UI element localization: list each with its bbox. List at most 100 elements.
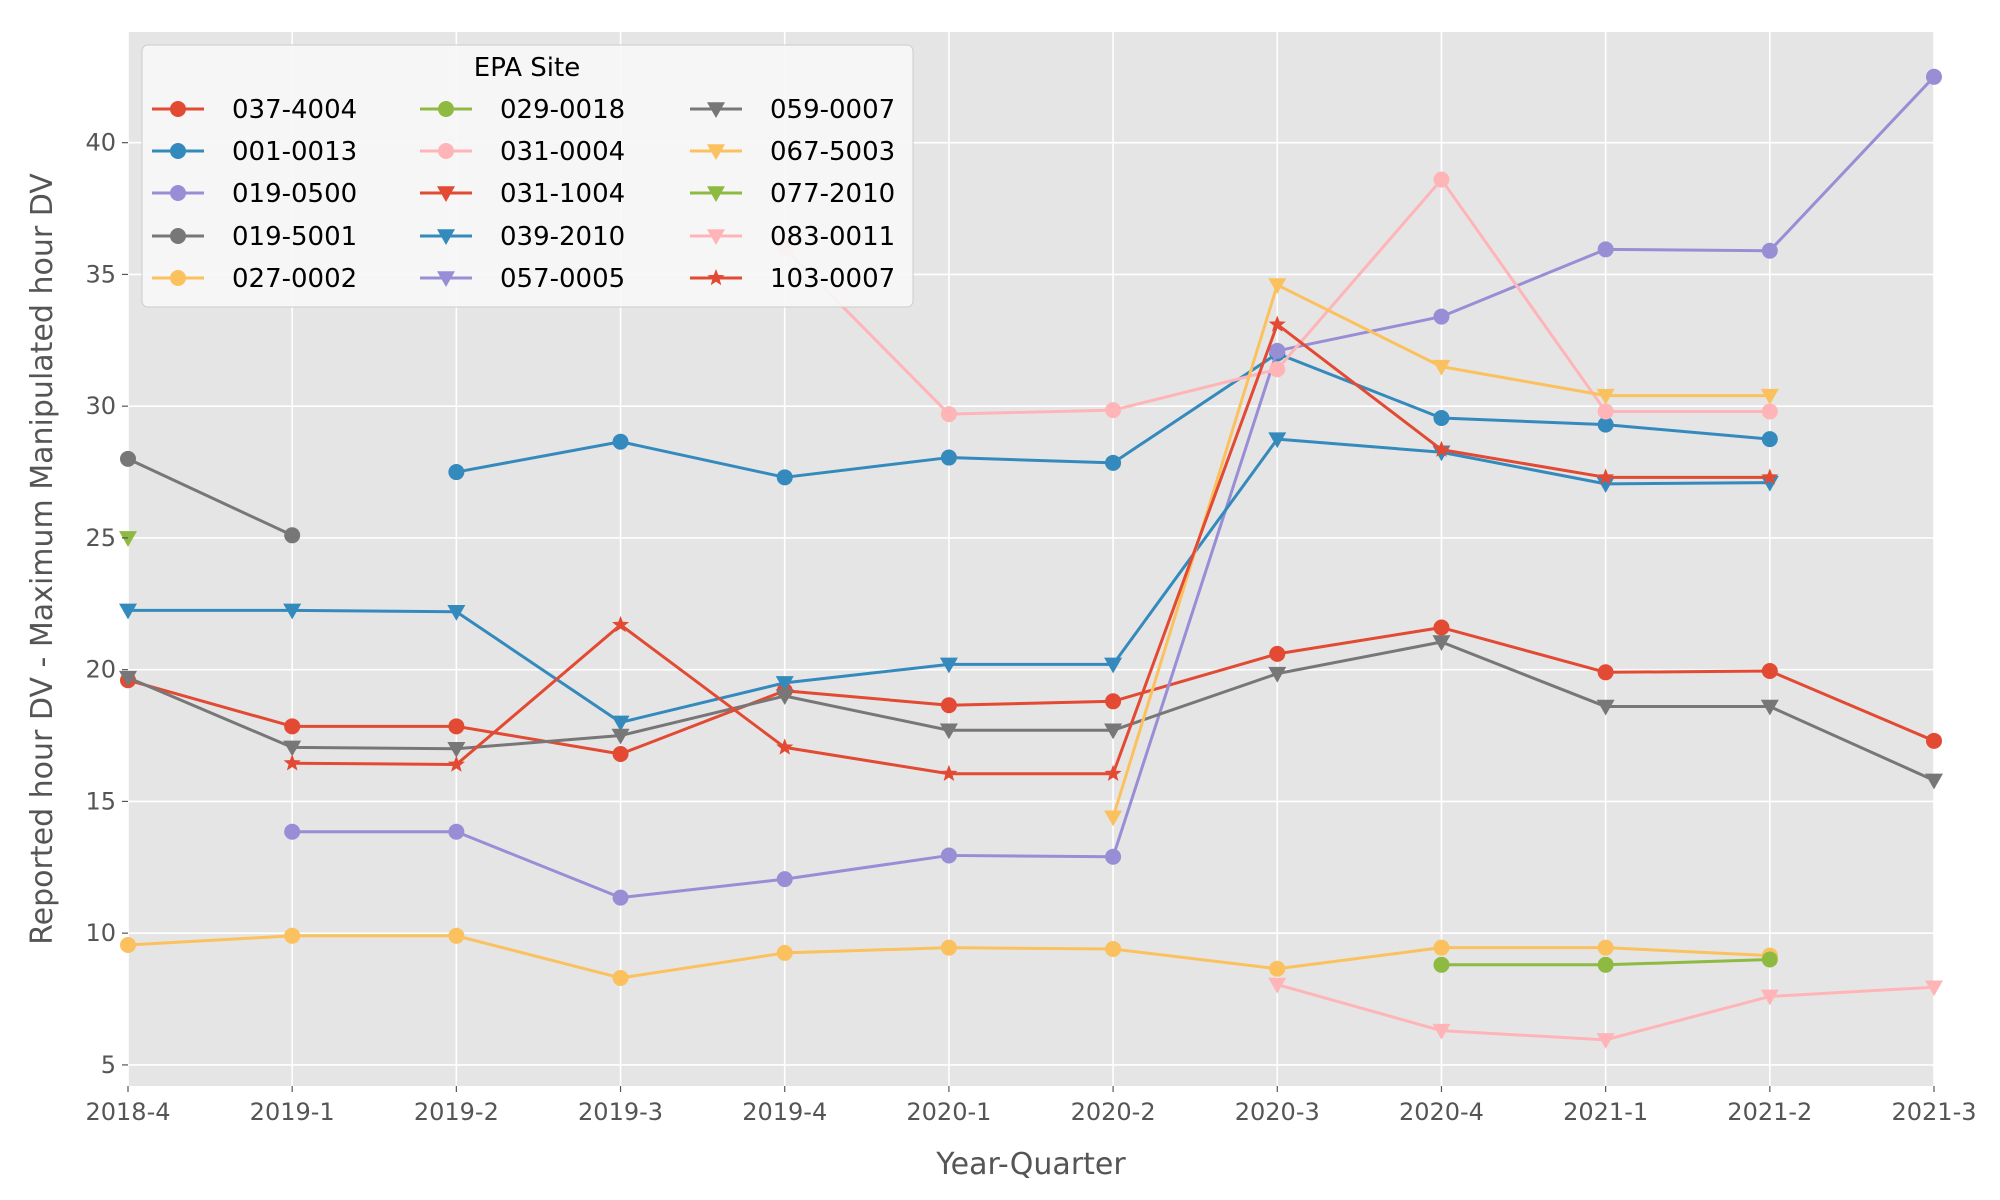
legend-label: 037-4004 (232, 95, 357, 125)
x-tick-label: 2021-3 (1891, 1098, 1976, 1126)
data-point (1269, 645, 1286, 662)
series-067-5003 (1104, 278, 1779, 827)
data-point (1596, 477, 1615, 493)
data-point (1433, 939, 1450, 956)
data-point (612, 433, 629, 450)
y-tick-label: 30 (85, 392, 116, 420)
series-001-0013 (448, 345, 1778, 486)
data-point (1105, 848, 1122, 865)
data-point (448, 927, 465, 944)
y-axis-label: Reported hour DV - Maximum Manipulated h… (25, 173, 60, 945)
x-tick-label: 2020-4 (1399, 1098, 1484, 1126)
data-point (612, 889, 629, 906)
series-line (126, 626, 1936, 756)
data-point (284, 527, 301, 544)
data-point (1925, 773, 1943, 790)
legend-label: 103-0007 (770, 264, 895, 294)
legend-item: 031-0004 (420, 137, 625, 167)
x-tick-label: 2019-2 (414, 1098, 499, 1126)
data-point (1596, 388, 1615, 405)
series-line (126, 640, 1936, 782)
data-point (1597, 403, 1614, 420)
data-point (612, 745, 629, 762)
legend-marker (437, 229, 455, 245)
legend-marker (437, 271, 455, 287)
legend-marker (437, 186, 455, 202)
data-point (1925, 980, 1943, 997)
data-point (1269, 960, 1286, 977)
data-point (1597, 939, 1614, 956)
x-tick-label: 2020-2 (1071, 1098, 1156, 1126)
series-line (126, 457, 294, 537)
legend-marker (170, 101, 186, 117)
data-point (119, 670, 137, 687)
legend-marker (438, 101, 454, 117)
data-point (940, 847, 957, 864)
data-point (940, 449, 957, 466)
x-axis-label: Year-Quarter (935, 1147, 1126, 1182)
data-point (940, 939, 957, 956)
data-point (940, 697, 957, 714)
data-point (940, 406, 957, 423)
legend-label: 059-0007 (770, 95, 895, 125)
data-point (1433, 956, 1450, 973)
data-point (1761, 662, 1778, 679)
data-point (1104, 657, 1123, 674)
data-point (1269, 342, 1286, 359)
data-point (120, 450, 136, 467)
data-point (283, 740, 302, 757)
data-point (1760, 699, 1779, 716)
x-tick-label: 2020-3 (1235, 1098, 1320, 1126)
data-point (448, 823, 465, 840)
legend-marker (707, 144, 725, 160)
data-point (939, 657, 958, 674)
data-point (1433, 171, 1450, 188)
legend-label: 031-0004 (500, 137, 625, 167)
data-point (119, 603, 137, 620)
data-point (447, 741, 466, 758)
data-point (119, 531, 137, 547)
data-point (1597, 956, 1614, 973)
data-point (1597, 416, 1614, 433)
x-tick-label: 2020-1 (906, 1098, 991, 1126)
legend-marker (170, 143, 186, 159)
data-point (1597, 241, 1614, 258)
data-point (283, 603, 302, 620)
series-077-2010 (119, 531, 137, 547)
data-point (1761, 951, 1778, 968)
legend-label: 029-0018 (500, 95, 625, 125)
y-tick-label: 15 (85, 787, 116, 815)
y-tick-label: 40 (85, 129, 116, 157)
data-point (1268, 315, 1286, 332)
series-083-0011 (1268, 977, 1943, 1049)
data-point (284, 718, 301, 735)
data-point (1432, 1023, 1451, 1040)
legend-items: 037-4004 001-0013 019-0500 019-5001 027-0002… (152, 95, 895, 294)
data-point (1105, 693, 1122, 710)
legend-item: 083-0011 (690, 222, 895, 252)
y-tick-label: 10 (85, 919, 116, 947)
data-point (1597, 664, 1614, 681)
legend-marker (707, 102, 725, 118)
data-point (940, 764, 958, 782)
data-point (447, 755, 465, 772)
data-point (1105, 940, 1122, 957)
data-point (448, 464, 465, 481)
data-point (1268, 666, 1287, 683)
legend-item: 059-0007 (690, 95, 895, 125)
legend-label: 001-0013 (232, 137, 357, 167)
data-point (1761, 242, 1778, 259)
legend-title: EPA Site (474, 53, 580, 83)
data-point (1268, 977, 1287, 994)
data-point (611, 715, 630, 732)
legend-marker (170, 228, 186, 244)
legend-item: 039-2010 (420, 222, 625, 252)
y-tick-label: 25 (85, 524, 116, 552)
series-059-0007 (119, 635, 1943, 790)
data-point (1926, 732, 1942, 749)
data-point (1105, 454, 1122, 471)
y-axis-ticks: 5 10 15 20 25 30 35 40 (85, 129, 128, 1079)
legend-item: 077-2010 (690, 179, 895, 209)
y-tick-label: 35 (85, 260, 116, 288)
series-line (290, 322, 1772, 776)
